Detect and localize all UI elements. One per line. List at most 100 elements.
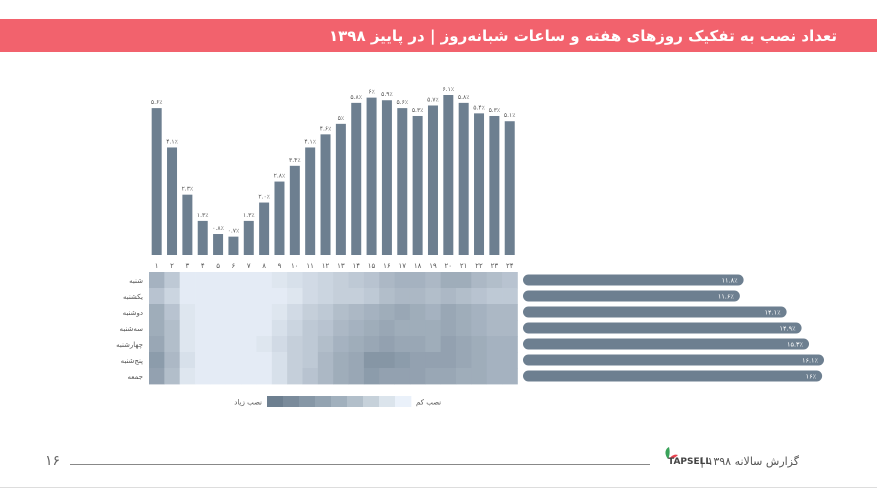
heatmap-cell <box>486 272 503 289</box>
heatmap-cell <box>195 272 211 289</box>
heatmap-cell <box>317 272 334 289</box>
hour-tick-label: ۱۶ <box>383 262 391 270</box>
heatmap-cell <box>210 336 227 353</box>
hour-bar-label: ۶.۱٪ <box>443 86 455 93</box>
heatmap-cell <box>210 368 227 385</box>
heatmap-cell <box>363 304 380 321</box>
heatmap-cell <box>271 288 288 305</box>
hour-bar <box>458 102 469 255</box>
heatmap-cell <box>210 352 227 369</box>
heatmap-cell <box>394 320 411 337</box>
heatmap-row-label: یکشنبه <box>123 293 143 301</box>
heatmap-cell <box>471 288 488 305</box>
heatmap-cell <box>271 336 288 353</box>
hour-bar-label: ۲.۳٪ <box>182 186 194 193</box>
legend-low-label: نصب کم <box>416 399 441 407</box>
heatmap-cell <box>241 304 257 321</box>
heatmap-cell <box>486 336 503 353</box>
hour-tick-label: ۱۷ <box>399 262 407 270</box>
heatmap-cell <box>225 352 242 369</box>
hour-bar-label: ۴.۱٪ <box>166 138 178 145</box>
hour-tick-label: ۱۵ <box>368 262 376 270</box>
hour-bar-label: ۱.۳٪ <box>243 212 255 219</box>
heatmap-cell <box>333 336 349 353</box>
heatmap-cell <box>317 368 334 385</box>
heatmap-cell <box>471 352 488 369</box>
heatmap-cell <box>149 288 165 305</box>
heatmap-cell <box>471 336 488 353</box>
hour-bar-label: ۵٪ <box>338 115 344 122</box>
hour-bar <box>243 220 254 255</box>
hour-tick-label: ۱ <box>155 262 159 270</box>
heatmap-cell <box>164 352 181 369</box>
hour-tick-label: ۲۲ <box>475 262 483 270</box>
heatmap-cell <box>394 368 411 385</box>
heatmap-cell <box>456 272 472 289</box>
heatmap-cell <box>348 288 365 305</box>
hour-bar <box>335 123 346 255</box>
heatmap-cell <box>409 288 426 305</box>
heatmap-cell <box>348 368 365 385</box>
heatmap-cell <box>440 272 457 289</box>
report-title: تعداد نصب به تفکیک روزهای هفته و ساعات ش… <box>329 26 837 45</box>
heatmap-cell <box>317 288 334 305</box>
heatmap-cell <box>287 320 303 337</box>
heatmap-cell <box>471 272 488 289</box>
heatmap-cell <box>440 320 457 337</box>
heatmap-cell <box>394 304 411 321</box>
heatmap-cell <box>425 304 442 321</box>
hour-bar <box>274 181 285 255</box>
day-bar <box>523 354 824 366</box>
heatmap-cell <box>379 336 395 353</box>
day-bar <box>523 370 823 382</box>
day-bar-label: ۱۱.۸٪ <box>722 277 739 285</box>
heatmap-cell <box>379 320 395 337</box>
heatmap-cell <box>271 304 288 321</box>
heatmap-cell <box>486 368 503 385</box>
footer-divider <box>70 464 650 465</box>
hour-bar <box>443 95 454 255</box>
heatmap-cell <box>287 304 303 321</box>
legend-swatch <box>331 396 348 407</box>
hour-bar <box>182 194 193 255</box>
heatmap-cell <box>256 320 273 337</box>
legend-swatch <box>347 396 364 407</box>
hour-tick-label: ۱۳ <box>337 262 345 270</box>
heatmap-cell <box>241 336 257 353</box>
hour-bar <box>504 121 515 255</box>
heatmap-cell <box>195 368 211 385</box>
hour-tick-label: ۲۴ <box>506 262 514 270</box>
hour-tick-label: ۶ <box>232 262 236 270</box>
heatmap-cell <box>409 304 426 321</box>
heatmap-cell <box>379 304 395 321</box>
heatmap-cell <box>256 288 273 305</box>
heatmap-row-label: جمعه <box>127 373 143 381</box>
heatmap-cell <box>502 288 518 305</box>
hour-bar-label: ۱.۳٪ <box>197 212 209 219</box>
heatmap-cell <box>256 368 273 385</box>
hour-tick-label: ۱۰ <box>291 262 299 270</box>
heatmap-cell <box>348 272 365 289</box>
tapsell-logo: TAPSELL <box>660 445 711 469</box>
heatmap-cell <box>394 336 411 353</box>
heatmap-cell <box>210 288 227 305</box>
heatmap-cell <box>179 320 196 337</box>
hour-tick-label: ۸ <box>262 262 266 270</box>
heatmap-cell <box>409 320 426 337</box>
day-bar-label: ۱۶٪ <box>806 373 817 381</box>
heatmap-cell <box>502 368 518 385</box>
hour-bar-label: ۵.۹٪ <box>381 91 393 98</box>
heatmap-cell <box>287 272 303 289</box>
hour-tick-label: ۱۹ <box>429 262 437 270</box>
heatmap-cell <box>409 336 426 353</box>
hour-bar-label: ۵.۷٪ <box>427 96 439 103</box>
day-bar-label: ۱۶.۱٪ <box>802 357 819 365</box>
heatmap-cell <box>195 304 211 321</box>
heatmap-cell <box>456 352 472 369</box>
heatmap-cell <box>456 304 472 321</box>
hour-tick-label: ۹ <box>278 262 282 270</box>
heatmap-cell <box>302 272 319 289</box>
heatmap-cell <box>486 352 503 369</box>
heatmap-cell <box>225 320 242 337</box>
hour-bar-label: ۰.۷٪ <box>228 228 240 235</box>
